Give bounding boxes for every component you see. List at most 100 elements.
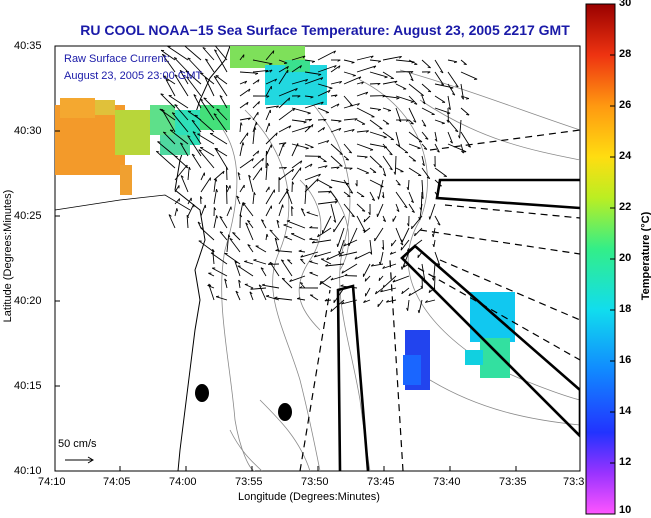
current-vector bbox=[224, 252, 241, 265]
current-vector-head bbox=[186, 76, 190, 79]
current-label-line1: Raw Surface Current: bbox=[64, 53, 170, 65]
current-vector-head bbox=[219, 216, 223, 219]
current-vector-head bbox=[299, 65, 302, 69]
current-vector bbox=[291, 107, 311, 114]
current-vector bbox=[380, 287, 397, 293]
current-vector bbox=[369, 107, 381, 111]
current-vector-head bbox=[465, 98, 469, 100]
current-vector bbox=[226, 234, 230, 253]
current-vector bbox=[317, 201, 338, 205]
current-vector-head bbox=[266, 162, 270, 166]
current-vector-head bbox=[410, 200, 414, 204]
current-vector-head bbox=[258, 101, 260, 105]
current-vector bbox=[343, 118, 358, 121]
current-vector-head bbox=[293, 108, 296, 112]
current-vector bbox=[187, 135, 202, 157]
current-vector-head bbox=[410, 101, 414, 103]
current-vector bbox=[232, 232, 241, 241]
current-vector-head bbox=[336, 243, 339, 247]
current-vector bbox=[213, 113, 228, 133]
current-vector bbox=[408, 107, 417, 123]
current-vector-head bbox=[194, 114, 199, 117]
current-vector bbox=[219, 216, 228, 229]
y-tick-label: 40:30 bbox=[14, 125, 42, 137]
current-vector bbox=[382, 167, 387, 177]
current-vector bbox=[408, 119, 414, 125]
current-vector bbox=[160, 49, 176, 61]
current-vector-head bbox=[269, 63, 273, 66]
current-vector bbox=[460, 59, 467, 65]
current-vector bbox=[237, 265, 254, 277]
current-vector-head bbox=[338, 253, 342, 257]
current-vector bbox=[356, 155, 368, 158]
current-vector bbox=[408, 71, 414, 81]
current-vector bbox=[250, 287, 267, 290]
x-tick-label: 73:45 bbox=[367, 476, 395, 488]
current-vector bbox=[356, 107, 375, 118]
current-vector-head bbox=[245, 222, 249, 226]
current-vector bbox=[219, 95, 228, 109]
current-vector bbox=[330, 119, 342, 122]
current-vector bbox=[382, 215, 387, 222]
current-vector bbox=[330, 275, 345, 281]
current-vector-head bbox=[257, 150, 260, 154]
current-vector bbox=[159, 108, 176, 121]
current-vector-head bbox=[274, 296, 278, 299]
x-tick-label: 74:10 bbox=[38, 476, 66, 488]
current-vector-head bbox=[275, 132, 278, 136]
current-vector-head bbox=[334, 201, 338, 204]
current-vector bbox=[252, 101, 260, 109]
current-vector-head bbox=[322, 127, 325, 131]
current-vector bbox=[304, 143, 314, 148]
current-vector-head bbox=[283, 167, 287, 170]
current-vector-head bbox=[357, 103, 360, 106]
current-vector-head bbox=[157, 141, 161, 143]
current-vector-head bbox=[411, 210, 415, 213]
station-marker bbox=[278, 403, 292, 421]
current-vector-head bbox=[213, 207, 217, 211]
current-vector bbox=[382, 71, 394, 79]
current-vector-head bbox=[349, 167, 353, 170]
current-vector bbox=[343, 59, 355, 63]
current-vector bbox=[247, 220, 254, 229]
current-vector-head bbox=[242, 142, 245, 146]
current-vector-head bbox=[410, 122, 414, 125]
current-vector-head bbox=[381, 195, 385, 199]
current-vector bbox=[213, 76, 228, 97]
current-vector bbox=[278, 87, 298, 97]
current-vector-head bbox=[261, 219, 265, 222]
current-vector bbox=[239, 158, 254, 169]
current-vector-head bbox=[420, 94, 424, 97]
current-vector bbox=[283, 224, 293, 229]
current-vector bbox=[265, 205, 272, 217]
current-vector bbox=[213, 215, 218, 229]
current-vector-head bbox=[451, 93, 456, 96]
current-vector-head bbox=[186, 164, 188, 168]
current-vector-head bbox=[382, 219, 386, 222]
y-tick-label: 40:10 bbox=[14, 465, 42, 477]
current-vector bbox=[255, 245, 267, 253]
current-vector bbox=[229, 238, 241, 253]
current-vector-head bbox=[440, 71, 444, 74]
current-vector-head bbox=[446, 119, 449, 123]
current-vector-head bbox=[320, 101, 324, 105]
current-vector bbox=[193, 94, 202, 109]
current-vector bbox=[376, 203, 384, 217]
current-vector-head bbox=[214, 147, 218, 151]
current-vector-head bbox=[311, 124, 314, 128]
current-vector-head bbox=[200, 196, 203, 200]
current-vector bbox=[239, 202, 244, 217]
current-vector bbox=[395, 95, 414, 103]
current-vector-head bbox=[410, 78, 414, 82]
current-vector-head bbox=[354, 118, 358, 121]
current-vector bbox=[199, 98, 215, 121]
current-vector-head bbox=[400, 247, 403, 251]
current-vector bbox=[382, 263, 397, 269]
current-vector bbox=[343, 155, 349, 161]
current-vector-head bbox=[351, 215, 355, 218]
current-vector bbox=[239, 88, 251, 97]
colorbar-ticks bbox=[610, 3, 615, 464]
current-vector bbox=[356, 143, 374, 151]
current-vector-head bbox=[198, 149, 202, 152]
current-vector bbox=[395, 83, 407, 90]
